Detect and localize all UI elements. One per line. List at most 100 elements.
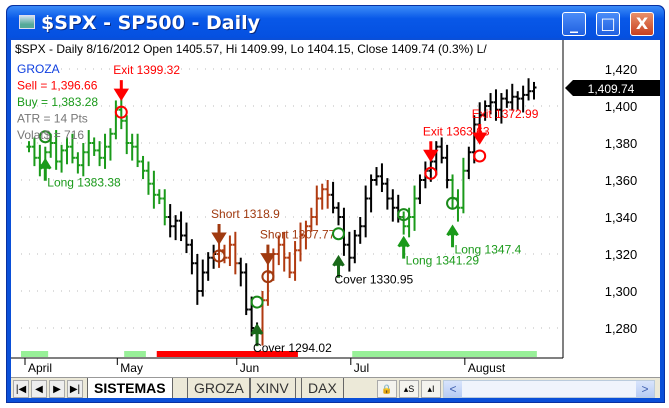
last-tab-button[interactable]: ▶| [67,380,83,398]
price-tick-label: 1,380 [605,136,638,151]
price-bar [325,180,331,209]
price-bar [69,133,75,164]
signal-label: Short 1318.9 [211,207,280,221]
price-bar [368,174,374,213]
price-bar [482,100,488,121]
down-arrow-icon [113,80,130,102]
price-bar [526,78,532,101]
price-bar [374,167,380,186]
signal-circle [38,130,52,144]
price-bar [531,81,537,100]
price-bar [287,252,293,279]
price-bar [31,137,37,167]
price-tick-label: 1,420 [605,62,638,77]
minimize-button[interactable]: _ [562,12,586,36]
up-arrow-icon [397,235,410,259]
maximize-button[interactable]: □ [596,12,620,36]
horizontal-scrollbar[interactable]: < > [443,380,655,398]
tab-dax[interactable]: DAX [301,378,344,398]
price-bar [330,181,336,214]
prev-tab-button[interactable]: ◀ [31,380,47,398]
price-bar [129,133,135,161]
signal-label: Long 1347.4 [455,242,522,256]
lock-icon[interactable]: 🔒 [377,380,397,398]
tab-groza[interactable]: GROZA [187,378,251,398]
price-bar [75,152,81,174]
price-bar [107,128,113,161]
price-tick-label: 1,300 [605,284,638,299]
price-bar [276,235,282,266]
title-bar[interactable]: $SPX - SP500 - Daily _ □ X [7,6,664,38]
price-bar [509,83,515,111]
time-tick-label: May [120,361,143,375]
scroll-left-icon[interactable]: < [444,381,462,397]
signal-label: Exit 1399.32 [113,63,180,77]
price-bar [450,174,456,210]
s-button[interactable]: ▴S [399,380,419,398]
signal-circle [114,105,128,119]
price-bar [466,146,472,180]
price-bar [357,217,363,244]
price-tick-label: 1,320 [605,247,638,262]
price-bar [298,222,303,262]
price-bar [346,231,352,272]
price-tick-label: 1,400 [605,99,638,114]
price-bar [53,130,59,170]
header-bg [11,40,561,57]
price-bar [97,141,103,167]
last-price-marker [565,79,660,96]
price-bar [314,185,320,226]
i-button[interactable]: ▴I [421,380,441,398]
signal-circle [250,295,264,309]
sheet-tab-bar: |◀ ◀ ▶ ▶| SISTEMAS GROZA XINV DAX 🔒 ▴S ▴… [11,377,660,398]
down-arrow-icon [211,224,227,245]
position-strip-short [156,351,298,357]
price-bar [37,144,43,177]
window-title: $SPX - SP500 - Daily [41,12,260,34]
price-bar [504,89,510,108]
close-button[interactable]: X [630,12,654,36]
tab-sistemas[interactable]: SISTEMAS [87,378,173,398]
price-bar [124,115,130,155]
signal-circle [424,166,438,180]
price-bar [352,229,358,264]
price-bar [444,144,450,189]
price-bar [336,202,342,226]
signal-label: Exit 1372.99 [472,107,539,121]
price-bar [189,239,195,275]
chart-area[interactable]: 1,280 1,300 1,320 1,340 1,360 1,380 1,400 1,420… [11,40,660,398]
position-strip-long [352,351,537,357]
time-tick-label: April [28,361,52,375]
scroll-right-icon[interactable]: > [636,381,654,397]
price-bar [363,185,369,238]
signal-label: Short 1307.77 [260,228,336,242]
price-bar [238,257,244,287]
price-bar [384,178,390,210]
price-bar [439,137,445,164]
signal-circle [261,270,275,284]
price-bar [281,231,287,272]
price-bar [401,211,407,235]
atr-value: ATR = 14 Pts [17,112,88,126]
price-bar [200,259,206,297]
price-chart[interactable]: 1,280 1,300 1,320 1,340 1,360 1,380 1,400 1,420… [11,40,660,377]
next-tab-button[interactable]: ▶ [49,380,65,398]
down-arrow-icon [471,123,488,145]
price-bar [91,137,97,156]
signal-circle [473,149,487,163]
price-bar [493,89,499,121]
signal-label: Long 1383.38 [47,176,121,190]
signal-circle [446,196,460,210]
signal-label: Exit 1363.63 [423,124,490,138]
price-bar [140,155,146,180]
app-icon [19,15,35,29]
tab-xinv[interactable]: XINV [249,378,296,398]
price-bar [162,189,168,226]
signal-circle [212,249,226,263]
system-name: GROZA [17,62,60,76]
price-bar [460,157,466,214]
first-tab-button[interactable]: |◀ [13,380,29,398]
price-bar [488,93,494,115]
price-bar [303,220,309,250]
position-strip-long [21,351,49,357]
